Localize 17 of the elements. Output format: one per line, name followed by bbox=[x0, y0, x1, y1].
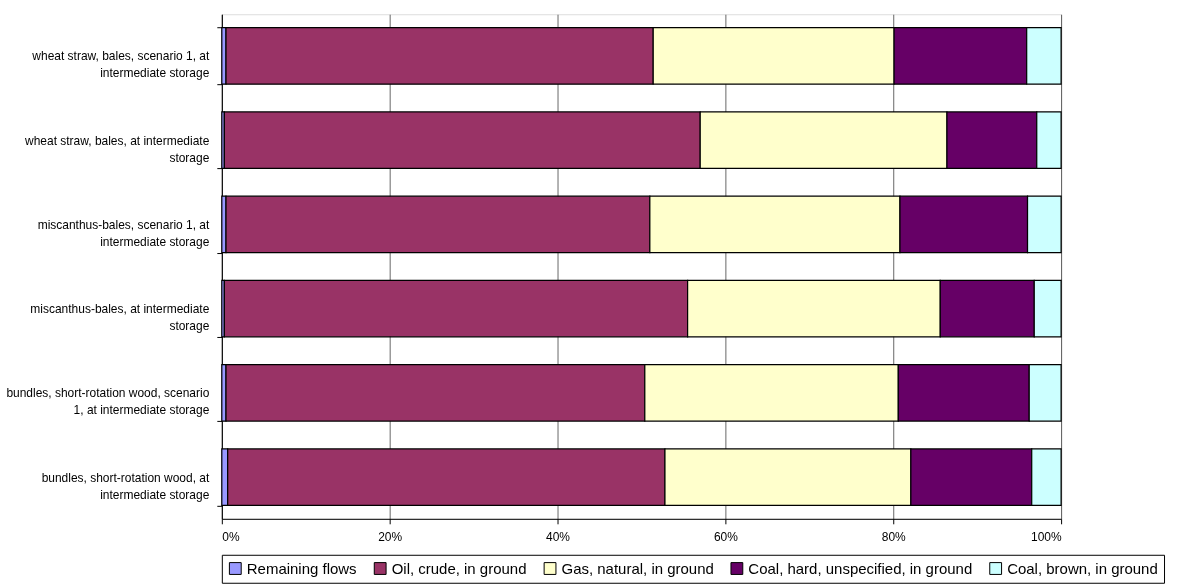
legend-label: Gas, natural, in ground bbox=[561, 559, 714, 577]
legend-label: Coal, hard, unspecified, in ground bbox=[748, 559, 973, 577]
legend-label: Remaining flows bbox=[246, 559, 357, 577]
x-tick-label: 60% bbox=[713, 530, 739, 545]
y-tick-label: bundles, short-rotation wood, scenario 1, at intermediate storage bbox=[6, 386, 210, 418]
y-tick-label: miscanthus-bales, scenario 1, at intermediate storage bbox=[37, 217, 210, 249]
x-tick-label: 80% bbox=[881, 530, 907, 545]
y-tick-label: wheat straw, bales, at intermediate storage bbox=[24, 133, 210, 165]
x-tick-label: 0% bbox=[222, 530, 240, 545]
y-tick-label: bundles, short-rotation wood, at intermediate storage bbox=[41, 470, 210, 502]
y-tick-label: wheat straw, bales, scenario 1, at intermediate storage bbox=[31, 49, 210, 81]
x-tick-label: 100% bbox=[1030, 530, 1062, 545]
x-tick-label: 40% bbox=[546, 530, 571, 545]
legend-label: Oil, crude, in ground bbox=[391, 559, 527, 577]
y-tick-label: miscanthus-bales, at intermediate storage bbox=[30, 302, 210, 334]
legend-label: Coal, brown, in ground bbox=[1007, 559, 1158, 577]
x-tick-label: 20% bbox=[378, 530, 403, 545]
